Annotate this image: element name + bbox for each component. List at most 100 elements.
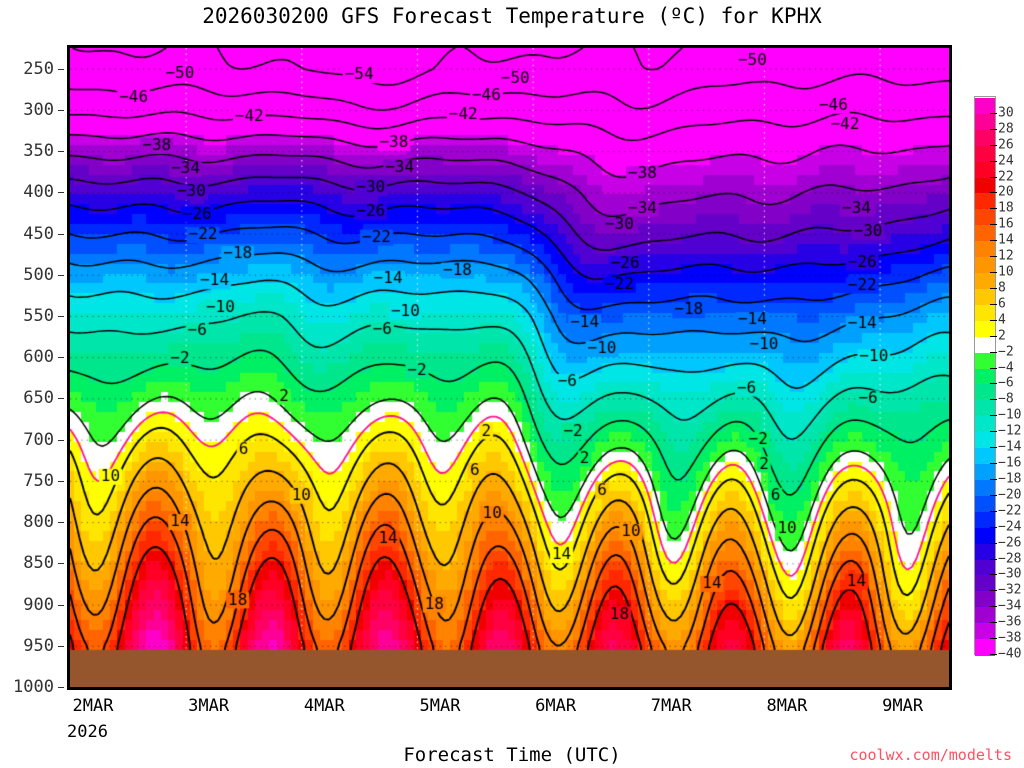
colorbar[interactable]: 30 28 26 24 22 20 18 16 14 12 10 8 6 4 2 −2 −4 −6 −8 −10 −12… [974, 96, 1024, 662]
colorbar-tick-label: 2 [998, 328, 1006, 344]
y-axis-tick-mark [58, 151, 64, 153]
colorbar-segment [975, 559, 995, 576]
colorbar-segment [975, 352, 995, 370]
colorbar-segment [975, 257, 995, 274]
colorbar-tick-label: −6 [998, 375, 1014, 391]
y-axis-tick-label: 1000 [13, 677, 54, 697]
colorbar-tick-label: −16 [998, 455, 1022, 471]
colorbar-tick-mark [990, 319, 997, 321]
colorbar-tick-label: −2 [998, 344, 1014, 360]
colorbar-tick-label: 12 [998, 248, 1014, 264]
colorbar-tick-mark [990, 478, 997, 480]
y-axis-tick-label: 300 [23, 99, 54, 120]
colorbar-segment [975, 241, 995, 258]
y-axis-tick-mark [58, 687, 64, 688]
colorbar-tick-label: −18 [998, 471, 1022, 487]
colorbar-segment [975, 464, 995, 481]
y-axis-tick-mark [58, 645, 64, 647]
y-axis-tick-mark [58, 109, 64, 111]
colorbar-tick-mark [990, 606, 997, 608]
colorbar-segment [975, 273, 995, 290]
y-axis-tick-label: 600 [23, 347, 54, 368]
colorbar-segment [975, 479, 995, 497]
x-axis-tick-label: 7MAR [650, 696, 692, 716]
y-axis-tick-mark [58, 398, 64, 400]
colorbar-tick-label: 26 [998, 137, 1014, 153]
colorbar-tick-label: 22 [998, 169, 1014, 185]
colorbar-segment [975, 368, 995, 386]
colorbar-tick-label: 8 [998, 280, 1006, 296]
colorbar-tick-mark [990, 463, 997, 465]
y-axis-tick-mark [58, 439, 64, 441]
y-axis-tick-label: 900 [23, 594, 54, 615]
colorbar-segment [975, 400, 995, 417]
page-title: 2026030200 GFS Forecast Temperature (ºC)… [202, 4, 822, 28]
colorbar-tick-mark [990, 287, 997, 289]
x-axis-tick-label: 4MAR [303, 696, 345, 716]
colorbar-segment [975, 113, 995, 131]
colorbar-segment [975, 98, 995, 115]
colorbar-tick-label: −38 [998, 630, 1022, 646]
colorbar-segment [975, 145, 995, 163]
colorbar-tick-label: −14 [998, 439, 1022, 455]
colorbar-tick-mark [990, 494, 997, 496]
colorbar-tick-mark [990, 510, 997, 512]
colorbar-segment [975, 384, 995, 401]
y-axis-tick-label: 250 [23, 58, 54, 79]
colorbar-tick-mark [990, 160, 997, 162]
y-axis-tick-label: 350 [23, 141, 54, 162]
colorbar-tick-label: 30 [998, 105, 1014, 121]
y-axis-tick-mark [58, 315, 64, 317]
y-axis-tick-mark [58, 480, 64, 482]
colorbar-segment [975, 495, 995, 513]
y-axis-tick-mark [58, 68, 64, 70]
y-axis-tick-mark [58, 274, 64, 276]
colorbar-tick-mark [990, 558, 997, 560]
colorbar-segment [975, 575, 995, 592]
x-axis-labels: 2MAR 3MAR 4MAR 5MAR 6MAR 7MAR 8MAR 9MAR [67, 696, 952, 756]
colorbar-segment [975, 177, 995, 195]
colorbar-tick-mark [990, 272, 997, 274]
colorbar-tick-mark [990, 399, 997, 401]
colorbar-tick-mark [990, 431, 997, 433]
colorbar-tick-label: −30 [998, 566, 1022, 582]
colorbar-tick-label: −20 [998, 487, 1022, 503]
colorbar-tick-mark [990, 654, 997, 655]
y-axis-tick-label: 650 [23, 388, 54, 409]
colorbar-segment [975, 304, 995, 322]
y-axis-tick-label: 950 [23, 635, 54, 656]
colorbar-tick-mark [990, 303, 997, 305]
y-axis-tick-label: 850 [23, 553, 54, 574]
colorbar-tick-label: −4 [998, 360, 1014, 376]
colorbar-tick-label: 10 [998, 264, 1014, 280]
colorbar-segment [975, 527, 995, 545]
colorbar-tick-mark [990, 447, 997, 449]
colorbar-tick-mark [990, 256, 997, 258]
colorbar-tick-mark [990, 128, 997, 130]
colorbar-segment [975, 543, 995, 561]
colorbar-tick-label: 24 [998, 153, 1014, 169]
colorbar-tick-label: 18 [998, 200, 1014, 216]
y-axis-tick-label: 500 [23, 264, 54, 285]
colorbar-tick-mark [990, 383, 997, 385]
colorbar-tick-label: −10 [998, 407, 1022, 423]
colorbar-tick-label: −28 [998, 551, 1022, 566]
x-axis-title: Forecast Time (UTC) [403, 744, 621, 766]
colorbar-tick-mark [990, 208, 997, 210]
colorbar-segment [975, 288, 995, 306]
colorbar-segment [975, 320, 995, 338]
colorbar-tick-label: −34 [998, 598, 1022, 614]
colorbar-segment [975, 591, 995, 608]
colorbar-tick-mark [990, 351, 997, 353]
colorbar-tick-mark [990, 542, 997, 544]
colorbar-segment [975, 432, 995, 449]
x-axis-tick-label: 5MAR [419, 696, 461, 716]
colorbar-tick-mark [990, 574, 997, 576]
colorbar-tick-label: −8 [998, 391, 1014, 407]
colorbar-tick-label: 20 [998, 184, 1014, 200]
colorbar-segment [975, 448, 995, 465]
y-axis-tick-mark [58, 192, 64, 194]
colorbar-tick-label: −24 [998, 519, 1022, 535]
site-credit: coolwx.com/modelts [849, 746, 1012, 764]
plot-area[interactable] [67, 45, 952, 690]
